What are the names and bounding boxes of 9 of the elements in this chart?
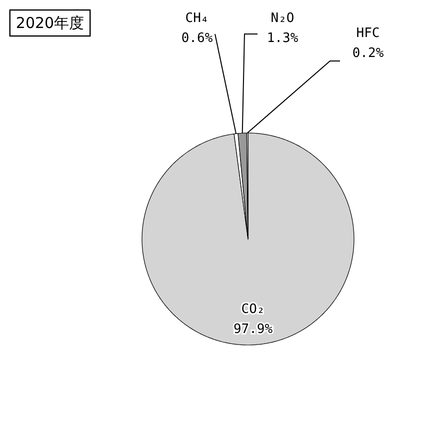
slice-label: CH₄ — [185, 11, 209, 26]
data-label: 97.9% — [233, 322, 273, 338]
slice-label: HFC — [356, 26, 380, 41]
data-label: 0.2% — [352, 46, 384, 61]
slice-label: CO₂ — [241, 302, 265, 318]
data-label: 1.3% — [266, 31, 298, 46]
data-label: 0.6% — [181, 31, 213, 46]
chart-title: 2020年度 — [16, 14, 84, 32]
slice-label: N₂O — [270, 11, 294, 26]
